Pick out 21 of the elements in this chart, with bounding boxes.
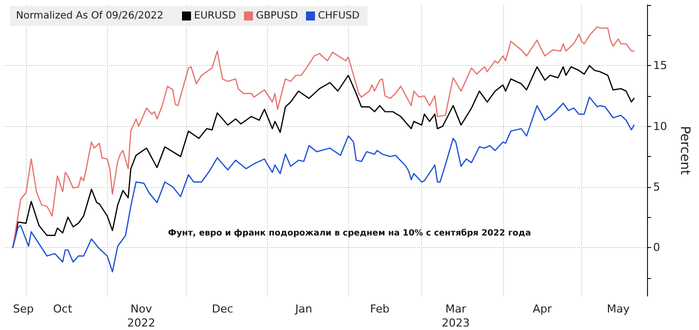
annotation: Фунт, евро и франк подорожали в среднем на 10% с сентября 2022 года [168, 228, 532, 238]
line-series [12, 26, 635, 248]
x-tick-label: Mar 2023 [442, 302, 470, 330]
y-tick-label: 10 [653, 120, 668, 133]
x-tick-label: Jan [294, 302, 312, 316]
line-series [12, 96, 635, 272]
x-tick-label: Apr [532, 302, 552, 316]
legend-label: EURUSD [194, 10, 236, 22]
y-tick-label: 15 [653, 59, 668, 72]
x-tick-label: Feb [370, 302, 390, 316]
x-tick-label: Nov 2022 [127, 302, 156, 330]
y-tick-label: 5 [653, 180, 660, 194]
x-tick-label: Sep [12, 302, 34, 316]
x-tick-label: Dec [212, 302, 234, 316]
legend-label: GBPUSD [256, 10, 298, 22]
x-tick-label: Oct [53, 302, 73, 316]
x-tick-label: May [606, 302, 630, 316]
legend-label: CHFUSD [318, 10, 360, 22]
legend-title: Normalized As Of 09/26/2022 [16, 10, 164, 22]
y-tick-label: 0 [653, 241, 660, 254]
y-axis-title: Percent [677, 126, 692, 175]
